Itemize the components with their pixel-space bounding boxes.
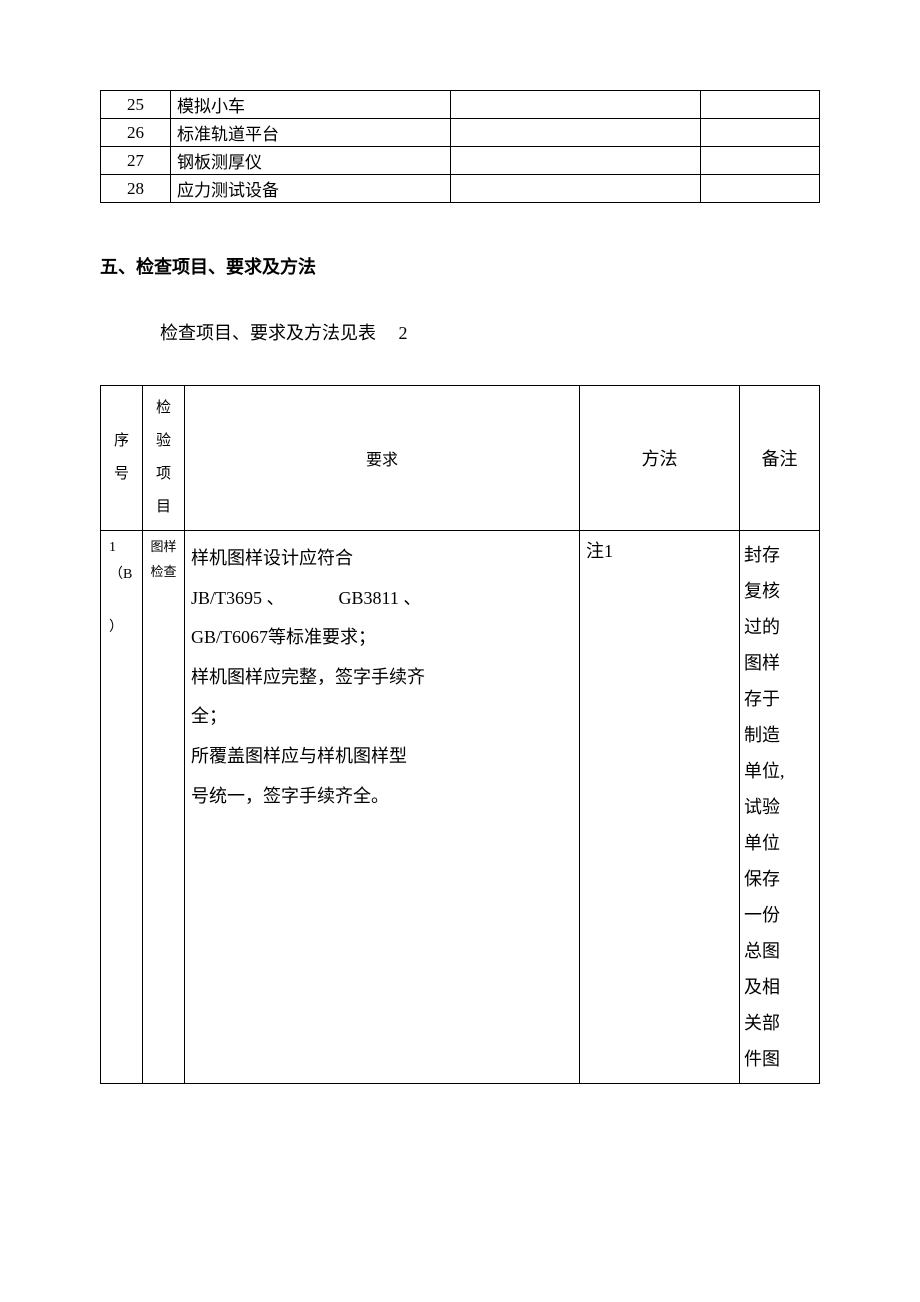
- inspection-table: 序 号 检验 项目 要求 方法 备注 1 （B ） 图样: [100, 385, 820, 1084]
- cell-item: 图样 检查: [143, 531, 185, 1084]
- cell-empty: [701, 119, 820, 147]
- text: 全；: [191, 706, 227, 726]
- text: 过的: [744, 617, 780, 637]
- cell-num: 27: [101, 147, 171, 175]
- text: 单位,: [744, 761, 785, 781]
- text: 单位: [744, 833, 780, 853]
- table-header-row: 序 号 检验 项目 要求 方法 备注: [101, 386, 820, 531]
- col-header-item: 检验 项目: [143, 386, 185, 531]
- text: 样机图样设计应符合: [191, 548, 353, 568]
- text: 1: [109, 540, 116, 555]
- text: 件图: [744, 1049, 780, 1069]
- text: 封存: [744, 545, 780, 565]
- text: 保存: [744, 869, 780, 889]
- table-row: 26 标准轨道平台: [101, 119, 820, 147]
- text: 存于: [744, 689, 780, 709]
- section-heading: 五、检查项目、要求及方法: [100, 253, 820, 279]
- col-header-note: 备注: [740, 386, 820, 531]
- text: 号: [114, 466, 129, 482]
- text: 一份: [744, 905, 780, 925]
- cell-name: 钢板测厚仪: [171, 147, 451, 175]
- table-row: 28 应力测试设备: [101, 175, 820, 203]
- text: GB/T6067等标准要求；: [191, 627, 376, 647]
- table-row: 27 钢板测厚仪: [101, 147, 820, 175]
- cell-empty: [451, 147, 701, 175]
- table-row: 25 模拟小车: [101, 91, 820, 119]
- cell-empty: [701, 175, 820, 203]
- col-header-method: 方法: [580, 386, 740, 531]
- cell-method: 注1: [580, 531, 740, 1084]
- text: 检查: [150, 564, 176, 579]
- cell-name: 标准轨道平台: [171, 119, 451, 147]
- cell-empty: [701, 91, 820, 119]
- text: 总图: [744, 941, 780, 961]
- table-row: 1 （B ） 图样 检查 样机图样设计应符合 JB/T3695 、 GB3811…: [101, 531, 820, 1084]
- text: 项目: [156, 466, 171, 515]
- text: 图样: [150, 539, 176, 554]
- text: 及相: [744, 977, 780, 997]
- text: （B: [109, 567, 132, 582]
- text: ）: [109, 620, 123, 635]
- cell-empty: [451, 119, 701, 147]
- cell-empty: [701, 147, 820, 175]
- cell-empty: [451, 91, 701, 119]
- col-header-requirement: 要求: [185, 386, 580, 531]
- text: 关部: [744, 1013, 780, 1033]
- col-header-seq: 序 号: [101, 386, 143, 531]
- text: 号统一，签字手续齐全。: [191, 786, 389, 806]
- cell-seq: 1 （B ）: [101, 531, 143, 1084]
- document-page: 25 模拟小车 26 标准轨道平台 27 钢板测厚仪 28 应力测试设备: [0, 0, 920, 1302]
- text: JB/T3695 、 GB3811 、: [191, 588, 421, 608]
- equipment-table: 25 模拟小车 26 标准轨道平台 27 钢板测厚仪 28 应力测试设备: [100, 90, 820, 203]
- text: 制造: [744, 725, 780, 745]
- cell-empty: [451, 175, 701, 203]
- cell-num: 28: [101, 175, 171, 203]
- cell-name: 模拟小车: [171, 91, 451, 119]
- text: 图样: [744, 653, 780, 673]
- cell-name: 应力测试设备: [171, 175, 451, 203]
- text: 检验: [156, 400, 171, 449]
- cell-num: 26: [101, 119, 171, 147]
- text: 样机图样应完整，签字手续齐: [191, 667, 425, 687]
- text: 所覆盖图样应与样机图样型: [191, 746, 407, 766]
- text: 试验: [744, 797, 780, 817]
- cell-requirement: 样机图样设计应符合 JB/T3695 、 GB3811 、 GB/T6067等标…: [185, 531, 580, 1084]
- cell-num: 25: [101, 91, 171, 119]
- text: 序: [114, 433, 129, 449]
- section-subtext: 检查项目、要求及方法见表 2: [160, 319, 820, 345]
- text: 复核: [744, 581, 780, 601]
- cell-note: 封存 复核 过的 图样 存于 制造 单位, 试验 单位 保存 一份 总图 及相 …: [740, 531, 820, 1084]
